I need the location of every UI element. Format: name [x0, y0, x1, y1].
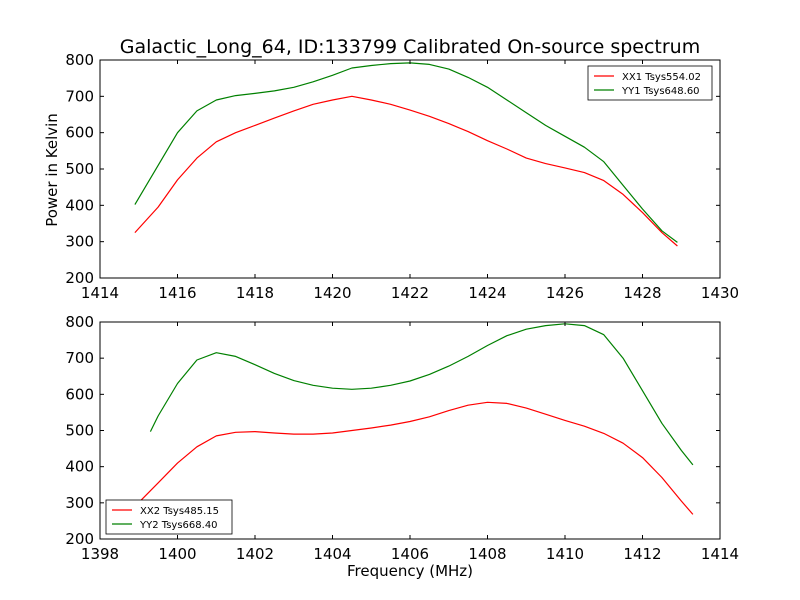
bottom-legend-label-2: YY2 Tsys668.40 — [139, 520, 218, 531]
bottom-x-tick-label: 1406 — [391, 545, 429, 563]
top-y-tick-label: 500 — [65, 160, 94, 178]
top-legend-label-1: XX1 Tsys554.02 — [622, 72, 701, 83]
bottom-y-tick-label: 200 — [65, 530, 94, 548]
bottom-y-tick-label: 700 — [65, 349, 94, 367]
top-y-tick-label: 200 — [65, 269, 94, 287]
bottom-plot: 1398 1400 1402 1404 1406 1408 1410 1412 1414 200 3… — [65, 313, 739, 563]
top-x-tick-label: 1418 — [236, 284, 274, 302]
top-x-tick-label: 1428 — [623, 284, 661, 302]
top-series-line-1 — [134, 95, 678, 247]
bottom-x-tick-label: 1404 — [313, 545, 351, 563]
chart-title: Galactic_Long_64, ID:133799 Calibrated O… — [120, 36, 700, 58]
bottom-y-tick-label: 800 — [65, 313, 94, 331]
top-y-tick-label: 700 — [65, 87, 94, 105]
bottom-x-tick-label: 1414 — [701, 545, 739, 563]
bottom-series-line-1 — [134, 401, 694, 515]
bottom-x-tick-label: 1400 — [158, 545, 196, 563]
top-y-tick-label: 400 — [65, 196, 94, 214]
bottom-legend-box — [105, 499, 233, 535]
bottom-x-axis-label: Frequency (MHz) — [347, 562, 473, 580]
top-legend-box — [587, 65, 713, 101]
top-x-tick-label: 1426 — [546, 284, 584, 302]
top-y-tick-label: 300 — [65, 233, 94, 251]
top-x-tick-label: 1420 — [313, 284, 351, 302]
top-x-tick-label: 1422 — [391, 284, 429, 302]
bottom-x-tick-label: 1402 — [236, 545, 274, 563]
top-legend-label-2: YY1 Tsys648.60 — [621, 86, 700, 97]
top-x-tick-label: 1424 — [468, 284, 506, 302]
bottom-x-tick-label: 1412 — [623, 545, 661, 563]
bottom-x-tick-label: 1398 — [81, 545, 119, 563]
top-y-tick-label: 600 — [65, 124, 94, 142]
top-x-tick-label: 1430 — [701, 284, 739, 302]
top-x-tick-label: 1416 — [158, 284, 196, 302]
bottom-x-tick-label: 1410 — [546, 545, 584, 563]
bottom-y-tick-label: 500 — [65, 422, 94, 440]
bottom-y-tick-label: 300 — [65, 494, 94, 512]
bottom-series-line-2 — [149, 323, 694, 466]
bottom-legend-label-1: XX2 Tsys485.15 — [140, 506, 219, 517]
bottom-y-tick-label: 400 — [65, 458, 94, 476]
bottom-y-tick-label: 600 — [65, 385, 94, 403]
top-plot: 1414 1416 1418 1420 1422 1424 1426 1428 1430 200 3… — [65, 51, 739, 302]
top-x-tick-label: 1414 — [81, 284, 119, 302]
top-y-tick-label: 800 — [65, 51, 94, 69]
bottom-x-tick-label: 1408 — [468, 545, 506, 563]
top-y-axis-label: Power in Kelvin — [43, 113, 61, 227]
